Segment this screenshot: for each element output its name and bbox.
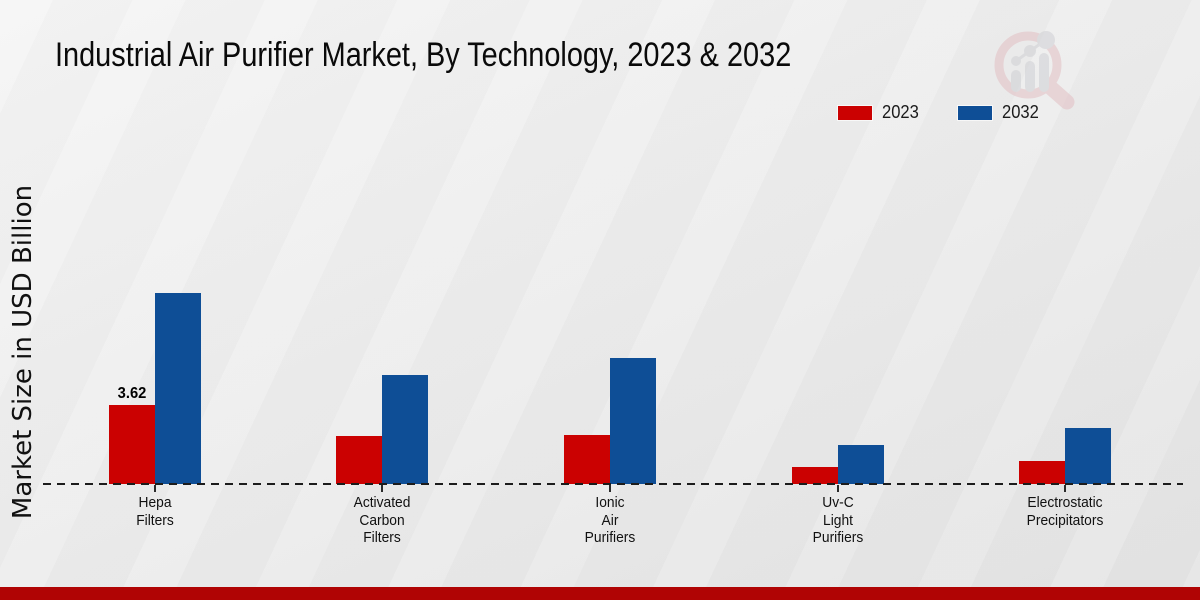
bar-group-activated-carbon-filters: Activated Carbon Filters (269, 0, 497, 546)
trend-dot-1 (1011, 56, 1021, 66)
axis-tick (153, 485, 156, 492)
category-label-uv-c-light-purifiers: Uv-C Light Purifiers (812, 494, 863, 546)
bar-pair (336, 375, 429, 484)
bar-2023-uv-c-light-purifiers (791, 467, 838, 484)
bar-2023-ionic-air-purifiers (563, 435, 610, 484)
category-label-ionic-air-purifiers: Ionic Air Purifiers (584, 494, 636, 546)
bar-2032-electrostatic-precipitators (1065, 428, 1112, 484)
legend-swatch-2032 (958, 105, 993, 120)
logo-bar-3 (1039, 53, 1049, 92)
bar-groups: 3.62 Hepa Filters Activated Carbon Filters… (41, 0, 1179, 546)
magnifier-ring (994, 31, 1062, 99)
logo-bar-1 (1011, 70, 1021, 92)
y-axis-label: Market Size in USD Billion (8, 184, 38, 520)
axis-tick (381, 485, 384, 492)
bar-group-electrostatic-precipitators: Electrostatic Precipitators (951, 0, 1179, 529)
bar-2032-activated-carbon-filters (382, 375, 429, 484)
bar-value-label: 3.62 (117, 385, 147, 402)
bar-pair (1019, 428, 1112, 484)
bar-2032-hepa-filters (154, 293, 201, 484)
axis-tick (1064, 485, 1067, 492)
chart-title: Industrial Air Purifier Market, By Techn… (55, 36, 792, 74)
bar-2023-activated-carbon-filters (336, 436, 383, 484)
magnifier-bar-chart-logo (994, 31, 1075, 110)
category-label-activated-carbon-filters: Activated Carbon Filters (354, 494, 411, 546)
bar-pair: 3.62 (108, 293, 201, 484)
magnifier-handle (1042, 79, 1075, 110)
bar-2023-electrostatic-precipitators (1019, 461, 1066, 484)
legend-item-2032: 2032 (958, 102, 1042, 123)
legend-item-2023: 2023 (838, 102, 922, 123)
logo-bar-2 (1025, 61, 1035, 92)
bar-2032-uv-c-light-purifiers (837, 445, 884, 484)
bar-group-hepa-filters: 3.62 Hepa Filters (41, 0, 269, 529)
bar-group-uv-c-light-purifiers: Uv-C Light Purifiers (724, 0, 952, 546)
trend-dot-2 (1024, 45, 1036, 57)
bar-2023-hepa-filters: 3.62 (108, 385, 155, 484)
category-label-hepa-filters: Hepa Filters (136, 494, 174, 529)
legend: 2023 2032 (838, 102, 1042, 123)
category-label-electrostatic-precipitators: Electrostatic Precipitators (1026, 494, 1104, 529)
trend-dot-3 (1037, 31, 1055, 49)
bar-pair (563, 358, 656, 484)
bar-2032-ionic-air-purifiers (609, 358, 656, 484)
axis-tick (608, 485, 611, 492)
plot-area: 3.62 Hepa Filters Activated Carbon Filters… (41, 0, 1183, 546)
x-axis-baseline (43, 483, 1183, 485)
bar-pair (791, 445, 884, 484)
legend-label-2023: 2023 (882, 102, 919, 122)
footer-accent-bar (0, 587, 1200, 600)
bar-group-ionic-air-purifiers: Ionic Air Purifiers (496, 0, 724, 546)
legend-label-2032: 2032 (1002, 102, 1039, 122)
legend-swatch-2023 (838, 105, 872, 120)
axis-tick (836, 485, 839, 492)
